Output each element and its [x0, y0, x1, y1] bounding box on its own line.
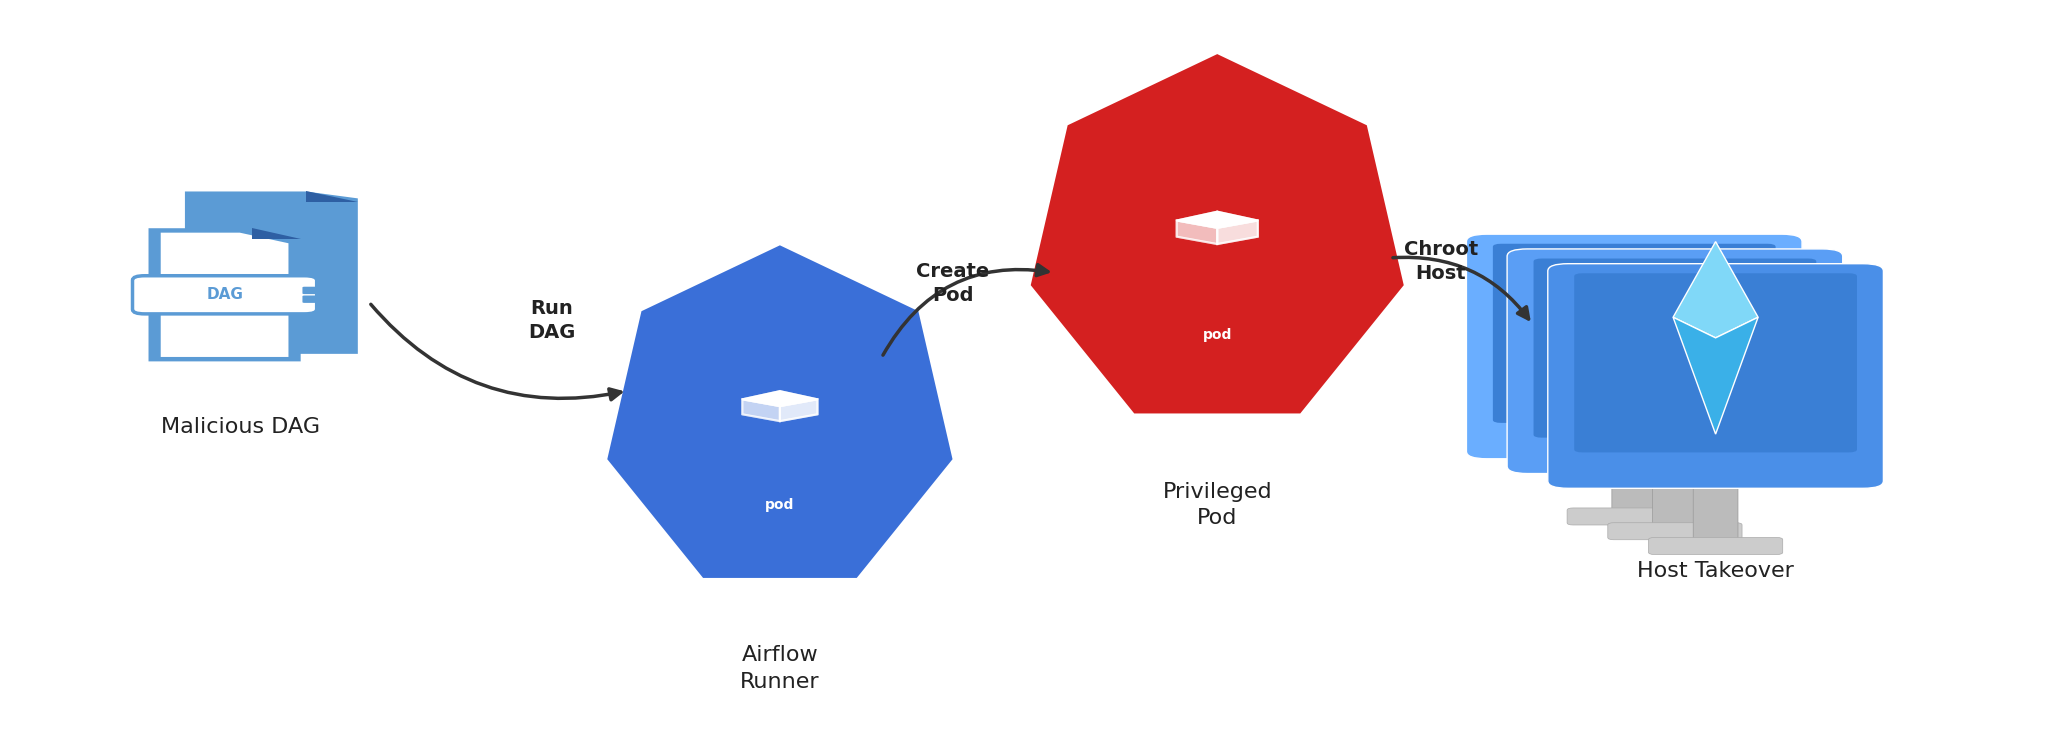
FancyBboxPatch shape — [1548, 264, 1884, 488]
FancyBboxPatch shape — [1649, 538, 1782, 554]
Text: Airflow
Runner: Airflow Runner — [739, 645, 819, 692]
FancyArrowPatch shape — [883, 265, 1049, 355]
Text: Chroot
Host: Chroot Host — [1403, 241, 1479, 283]
Text: Run
DAG: Run DAG — [528, 299, 575, 342]
FancyBboxPatch shape — [303, 287, 336, 294]
Polygon shape — [184, 192, 358, 354]
FancyBboxPatch shape — [1694, 480, 1739, 541]
Polygon shape — [780, 399, 817, 421]
Text: pod: pod — [766, 498, 795, 512]
FancyArrowPatch shape — [371, 305, 621, 400]
Polygon shape — [606, 244, 954, 580]
Polygon shape — [1178, 211, 1257, 228]
Text: Malicious DAG: Malicious DAG — [162, 417, 319, 437]
Polygon shape — [1028, 52, 1405, 415]
Polygon shape — [305, 192, 358, 202]
FancyBboxPatch shape — [1507, 249, 1843, 474]
Polygon shape — [160, 232, 289, 357]
FancyBboxPatch shape — [1466, 234, 1802, 459]
Polygon shape — [1673, 241, 1757, 338]
FancyBboxPatch shape — [133, 276, 317, 314]
Polygon shape — [1217, 220, 1257, 244]
Text: DAG: DAG — [207, 287, 244, 302]
FancyBboxPatch shape — [1567, 508, 1702, 525]
Polygon shape — [1178, 220, 1217, 244]
FancyArrowPatch shape — [1393, 257, 1528, 319]
FancyBboxPatch shape — [303, 296, 336, 303]
Polygon shape — [1673, 317, 1757, 434]
Polygon shape — [252, 228, 301, 239]
Text: Privileged
Pod: Privileged Pod — [1163, 482, 1272, 529]
Text: pod: pod — [1202, 328, 1233, 342]
FancyBboxPatch shape — [1653, 465, 1698, 526]
FancyBboxPatch shape — [1612, 450, 1657, 511]
Polygon shape — [741, 391, 817, 406]
Text: Host Takeover: Host Takeover — [1636, 560, 1794, 581]
FancyBboxPatch shape — [1608, 523, 1743, 540]
Text: Create
Pod: Create Pod — [915, 262, 989, 305]
FancyBboxPatch shape — [1575, 273, 1858, 453]
Polygon shape — [150, 228, 301, 362]
Polygon shape — [741, 399, 780, 421]
FancyBboxPatch shape — [1493, 244, 1776, 423]
FancyBboxPatch shape — [1534, 259, 1817, 438]
